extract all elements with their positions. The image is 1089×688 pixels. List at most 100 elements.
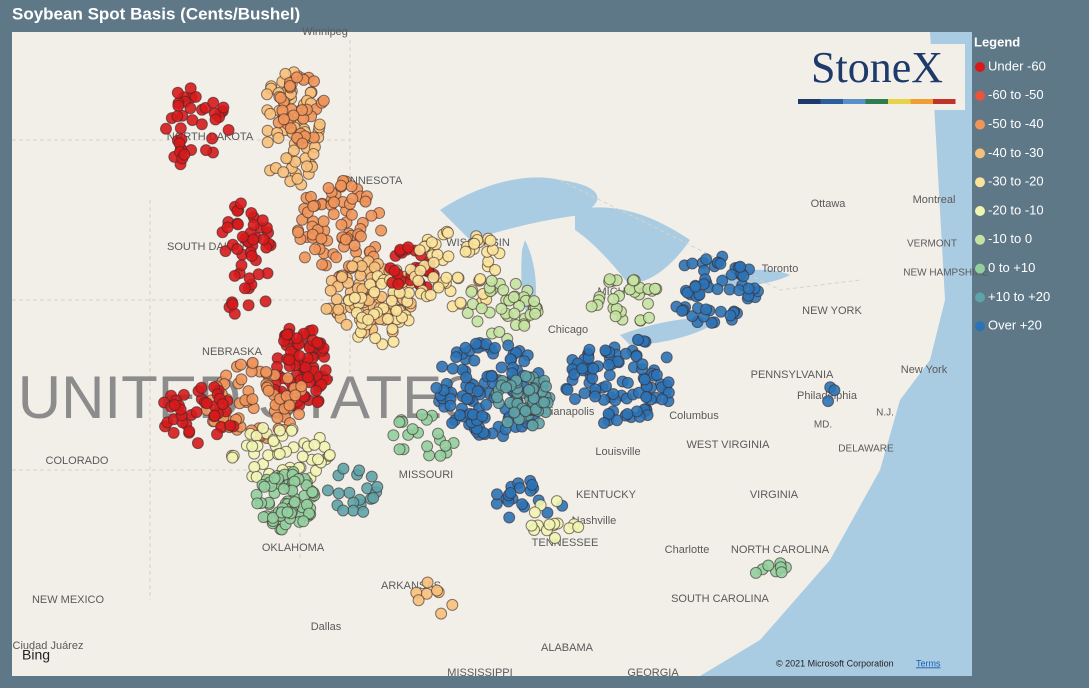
location-dot [519,370,532,383]
terms-link[interactable]: Terms [916,658,941,668]
location-dot [273,447,286,460]
location-dot [468,237,481,250]
place-label: MD. [814,420,832,431]
legend-label: -10 to 0 [988,231,1032,246]
location-dot [296,137,309,150]
place-label: Ciudad Juárez [13,640,84,652]
location-dot [576,362,589,375]
location-dot [598,417,610,429]
location-dot [495,302,508,315]
location-dot [528,295,541,308]
location-dot [226,298,239,311]
legend-swatch [975,62,985,72]
location-dot [516,498,529,511]
location-dot [295,380,308,393]
location-dot [518,319,531,332]
location-dot [345,180,358,193]
location-dot [252,268,265,281]
location-dot [775,566,788,579]
place-label: WEST VIRGINIA [687,439,771,451]
location-dot [274,91,287,104]
place-label: NORTH CAROLINA [731,544,830,556]
location-dot [471,385,484,398]
location-dot [195,381,208,394]
location-dot [414,264,427,277]
location-dot [330,251,343,264]
location-dot [289,389,302,402]
location-dot [446,417,459,430]
location-dot [235,259,248,272]
location-dot [281,506,294,519]
location-dot [319,364,332,377]
location-dot [734,260,747,273]
location-dot [603,273,616,286]
location-dot [324,284,337,297]
location-dot [297,515,310,528]
location-dot [332,487,345,500]
location-dot [427,271,440,284]
location-dot [321,484,334,497]
logo-stripe [865,99,888,104]
place-label: Dallas [311,621,342,633]
place-label: NEBRASKA [202,346,263,358]
location-dot [309,243,321,256]
location-dot [489,264,502,276]
location-dot [367,492,380,504]
location-dot [184,102,197,115]
location-dot [302,371,314,384]
location-dot [454,296,467,309]
location-dot [528,506,541,519]
location-dot [705,316,718,329]
location-dot [640,391,653,404]
location-dot [461,392,474,405]
location-dot [656,393,669,406]
legend-label: 0 to +10 [988,260,1035,275]
location-dot [432,281,445,294]
location-dot [508,307,521,320]
place-label: MISSOURI [399,469,453,481]
location-dot [315,232,328,245]
location-dot [421,576,434,589]
place-label: VERMONT [907,239,957,250]
location-dot [224,419,237,432]
logo-stripe [843,99,866,104]
location-dot [335,271,348,283]
location-dot [413,244,426,257]
location-dot [650,368,663,381]
location-dot [500,381,513,394]
location-dot [281,328,294,341]
place-label: N.J. [876,408,894,419]
location-dot [369,332,382,345]
location-dot [450,351,463,364]
logo-stripe [888,99,911,104]
location-dot [459,341,472,354]
location-dot [347,504,360,517]
location-dot [246,440,259,453]
location-dot [689,280,702,293]
location-dot [587,362,600,375]
location-dot [195,118,208,131]
location-dot [568,368,581,381]
location-dot [292,226,305,239]
location-dot [484,234,497,247]
location-dot [392,278,405,291]
location-dot [529,307,542,320]
location-dot [412,274,425,287]
location-dot [742,282,755,295]
location-dot [206,132,219,145]
location-dot [317,215,330,228]
location-dot [621,376,634,389]
location-dot [290,71,303,84]
location-dot [335,218,348,231]
location-dot [288,496,301,509]
place-label: DELAWARE [838,444,894,455]
location-dot [518,355,531,368]
location-dot [425,236,438,249]
location-dot [348,239,361,252]
location-dot [421,440,434,453]
location-dot [281,372,294,385]
location-dot [446,362,459,375]
location-dot [503,511,516,524]
location-dot [471,315,484,328]
location-dot [427,256,440,269]
